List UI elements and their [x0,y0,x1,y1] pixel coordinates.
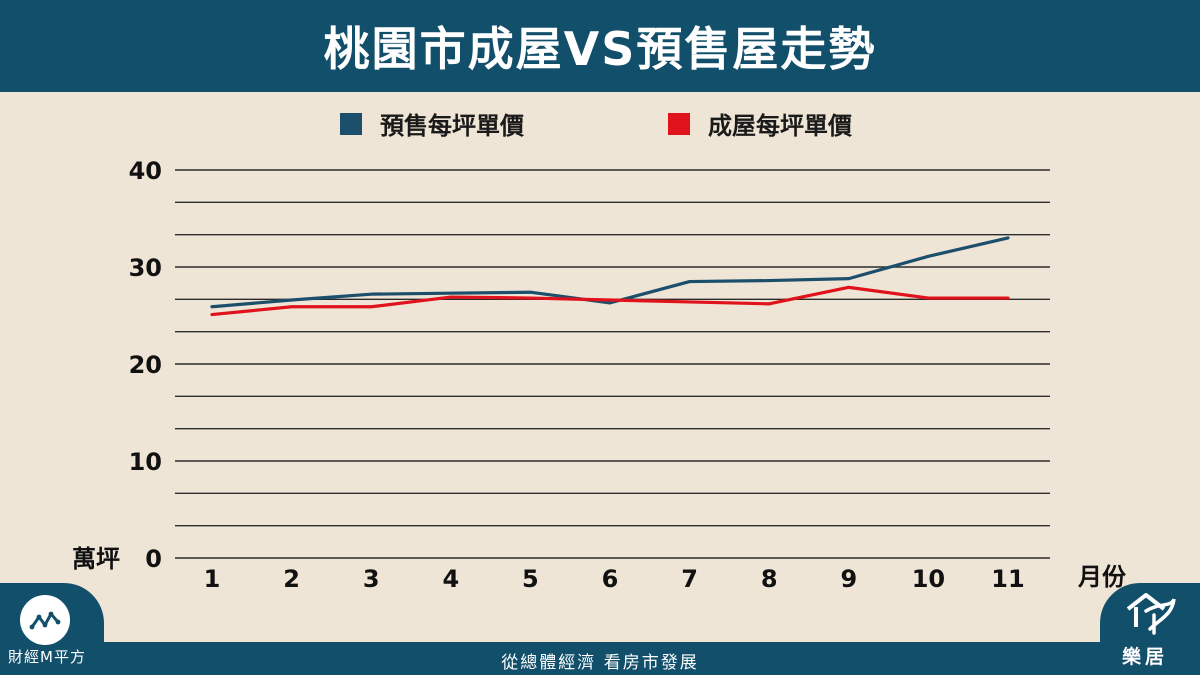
x-tick-label: 11 [991,565,1024,593]
legend-item-presale: 預售每坪單價 [340,106,524,141]
y-axis-label: 萬坪 [72,545,120,573]
x-axis-label: 月份 [1077,563,1127,591]
legend-label-presale: 預售每坪單價 [380,112,524,140]
x-tick-label: 10 [912,565,945,593]
brand-logo-left: 財經M平方 [0,583,104,675]
legend: 預售每坪單價 成屋每坪單價 [0,106,1200,140]
bird-house-icon [1124,589,1180,643]
legend-swatch-presale [340,112,362,135]
footer-slogan: 從總體經濟 看房市發展 [501,653,699,673]
x-tick-label: 2 [283,565,300,593]
y-tick-label: 0 [145,545,162,573]
x-tick-label: 4 [442,565,459,593]
x-tick-label: 3 [363,565,380,593]
x-tick-label: 7 [681,565,698,593]
series-line-presale [210,236,1010,309]
chart-title: 桃園市成屋VS預售屋走勢 [323,22,877,76]
brand-left-text: 財經M平方 [8,648,86,666]
y-tick-label: 30 [129,254,162,282]
legend-swatch-existing [668,112,690,135]
brand-logo-right: 樂居 [1100,583,1200,675]
x-tick-label: 6 [602,565,619,593]
legend-item-existing: 成屋每坪單價 [668,106,852,141]
brand-right-text: 樂居 [1122,646,1169,668]
y-tick-label: 20 [129,351,162,379]
footer-bar: 從總體經濟 看房市發展 [0,642,1200,675]
x-tick-label: 5 [522,565,539,593]
y-tick-label: 10 [129,448,162,476]
x-tick-label: 8 [761,565,778,593]
line-trend-icon [20,595,70,645]
x-tick-label: 1 [204,565,221,593]
series-line-existing [210,285,1010,317]
legend-label-existing: 成屋每坪單價 [708,112,852,140]
header-bar: 桃園市成屋VS預售屋走勢 [0,0,1200,92]
x-tick-label: 9 [840,565,857,593]
y-tick-label: 40 [129,157,162,185]
